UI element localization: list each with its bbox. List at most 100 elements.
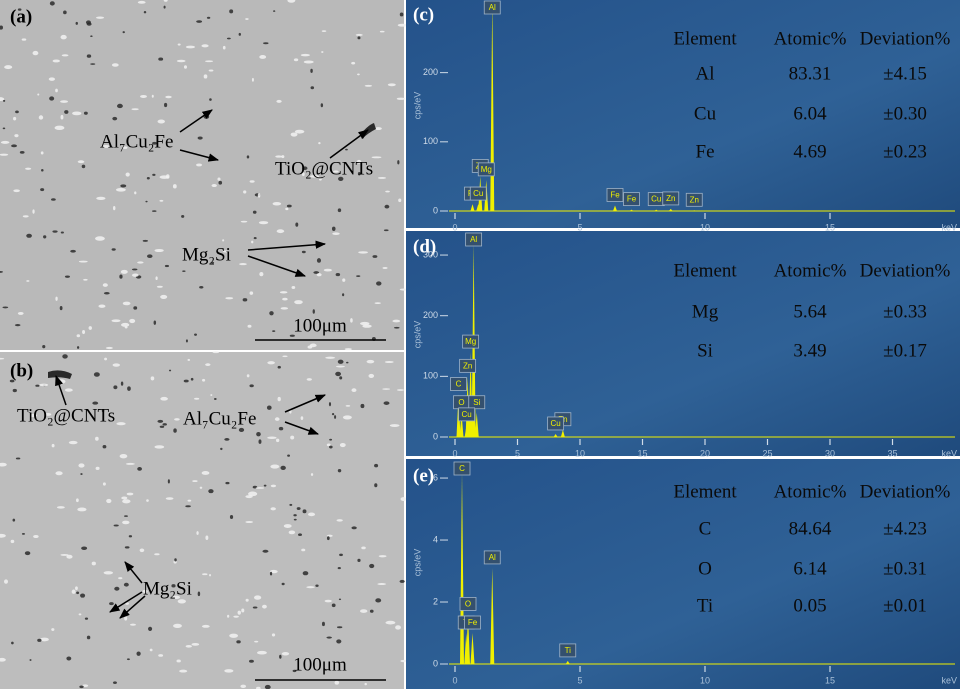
speck bbox=[4, 65, 12, 69]
speck bbox=[360, 404, 364, 408]
speck bbox=[258, 193, 260, 198]
speck bbox=[209, 98, 212, 101]
speck bbox=[160, 397, 168, 401]
table-header: Element bbox=[673, 28, 737, 49]
speck bbox=[259, 55, 266, 59]
speck bbox=[106, 499, 111, 503]
speck bbox=[337, 626, 342, 628]
speck bbox=[152, 174, 155, 176]
speck bbox=[194, 333, 197, 335]
y-tick-label: 0 bbox=[433, 205, 438, 215]
peak-label: Cu bbox=[462, 410, 472, 419]
speck bbox=[92, 562, 96, 566]
speck bbox=[164, 6, 166, 9]
speck bbox=[345, 348, 352, 350]
speck bbox=[198, 136, 203, 139]
speck bbox=[78, 463, 84, 467]
speck bbox=[199, 286, 203, 289]
x-tick-label: 20 bbox=[700, 448, 710, 458]
speck bbox=[13, 189, 20, 192]
speck bbox=[50, 1, 55, 5]
speck bbox=[365, 85, 372, 87]
speck bbox=[166, 497, 174, 500]
speck bbox=[338, 567, 341, 569]
speck bbox=[60, 100, 68, 103]
speck bbox=[269, 311, 273, 315]
speck bbox=[264, 485, 267, 487]
speck bbox=[346, 405, 351, 407]
speck bbox=[292, 286, 296, 289]
speck bbox=[154, 249, 163, 252]
speck bbox=[250, 180, 255, 182]
speck bbox=[290, 436, 294, 440]
table-cell: 84.64 bbox=[789, 518, 832, 539]
speck bbox=[390, 424, 400, 427]
speck bbox=[55, 297, 57, 301]
speck bbox=[120, 184, 126, 187]
speck bbox=[41, 151, 44, 154]
speck bbox=[76, 591, 79, 594]
speck bbox=[227, 38, 231, 40]
speck bbox=[360, 609, 367, 613]
y-tick-label: 100 bbox=[423, 371, 438, 381]
speck bbox=[281, 307, 288, 310]
speck bbox=[338, 360, 344, 364]
speck bbox=[282, 355, 287, 357]
speck bbox=[123, 31, 125, 33]
speck bbox=[184, 380, 189, 383]
speck bbox=[238, 611, 241, 615]
speck bbox=[196, 20, 202, 23]
speck bbox=[392, 320, 400, 323]
speck bbox=[116, 422, 125, 425]
table-cell: Al bbox=[696, 63, 715, 84]
speck bbox=[318, 142, 320, 144]
speck bbox=[131, 108, 139, 110]
speck bbox=[254, 641, 258, 643]
speck bbox=[60, 554, 68, 556]
speck bbox=[13, 519, 16, 522]
speck bbox=[374, 483, 377, 487]
speck bbox=[311, 473, 313, 476]
peak-label: Al bbox=[489, 553, 496, 562]
speck bbox=[329, 439, 332, 441]
speck bbox=[127, 658, 130, 660]
table-header: Element bbox=[673, 260, 737, 281]
speck bbox=[375, 598, 381, 602]
speck bbox=[327, 536, 330, 540]
table-header: Atomic% bbox=[774, 28, 847, 49]
speck bbox=[173, 428, 176, 432]
speck bbox=[342, 293, 344, 296]
speck bbox=[138, 1, 146, 4]
speck bbox=[342, 278, 345, 282]
phase-label: TiO₂@CNTs bbox=[17, 405, 115, 426]
speck bbox=[325, 357, 335, 359]
speck bbox=[250, 291, 254, 294]
speck bbox=[122, 521, 129, 525]
speck bbox=[123, 302, 131, 306]
speck bbox=[188, 500, 192, 502]
speck bbox=[304, 60, 314, 63]
speck bbox=[60, 306, 63, 310]
speck bbox=[61, 231, 64, 233]
speck bbox=[229, 9, 233, 13]
speck bbox=[173, 624, 182, 628]
table-cell: ±0.30 bbox=[883, 103, 927, 124]
speck bbox=[23, 215, 29, 217]
speck bbox=[118, 577, 122, 579]
speck bbox=[121, 496, 127, 499]
speck bbox=[302, 251, 306, 253]
speck bbox=[173, 184, 177, 188]
speck bbox=[243, 190, 246, 193]
speck bbox=[310, 69, 312, 73]
speck bbox=[49, 77, 55, 80]
speck bbox=[280, 466, 285, 470]
speck bbox=[322, 622, 325, 626]
speck bbox=[124, 583, 129, 587]
speck bbox=[285, 208, 288, 210]
speck bbox=[65, 388, 73, 391]
speck bbox=[233, 616, 239, 618]
speck bbox=[364, 683, 366, 685]
speck bbox=[143, 240, 148, 242]
x-axis-label: keV bbox=[941, 222, 957, 232]
speck bbox=[384, 229, 389, 231]
